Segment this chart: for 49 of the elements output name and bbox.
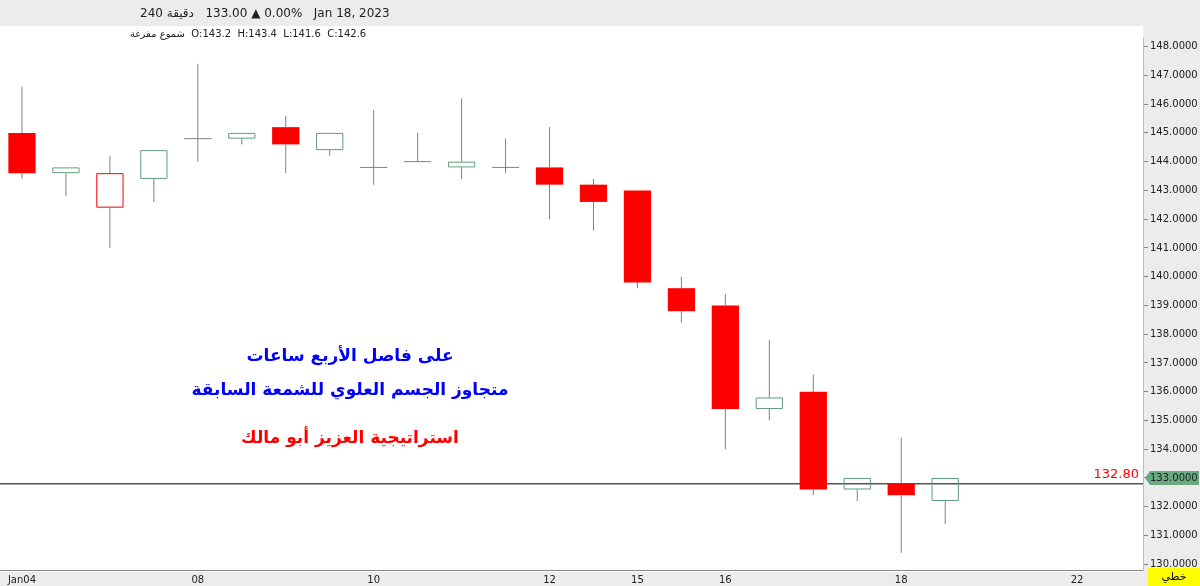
candlestick <box>183 63 212 163</box>
annotation: استراتيجية العزيز أبو مالك <box>240 427 460 447</box>
x-tick-label: 22 <box>1070 573 1084 585</box>
candlestick <box>711 293 739 450</box>
candlestick <box>535 126 564 220</box>
x-tick-label: 08 <box>191 573 205 585</box>
candlestick <box>887 437 915 554</box>
y-tick-label: 139.0000 <box>1150 299 1198 311</box>
candlestick <box>491 138 520 174</box>
x-tick-label: 18 <box>894 573 908 585</box>
ref-line-label: 132.80 <box>1093 465 1139 481</box>
y-tick-label: 144.0000 <box>1150 155 1198 167</box>
annotation: على فاصل الأربع ساعات <box>245 345 455 365</box>
annotation: متجاوز الجسم العلوي للشمعة السابقة <box>190 379 510 399</box>
candlestick <box>447 97 476 180</box>
y-tick-label: 140.0000 <box>1150 270 1198 282</box>
y-tick-label: 141.0000 <box>1150 241 1198 253</box>
y-tick-label: 146.0000 <box>1150 97 1198 109</box>
y-tick-label: 136.0000 <box>1150 385 1198 397</box>
y-tick-label: 142.0000 <box>1150 212 1198 224</box>
x-tick-label: 10 <box>367 573 381 585</box>
candlestick <box>272 115 300 174</box>
y-tick-label: 132.0000 <box>1150 500 1198 512</box>
x-tick-label: 12 <box>543 573 556 585</box>
y-tick-label: 131.0000 <box>1150 529 1198 541</box>
candlestick <box>579 178 608 232</box>
x-tick-label: 16 <box>719 573 732 585</box>
candlestick <box>403 132 432 163</box>
candlestick <box>755 339 783 421</box>
text: خطي <box>1148 568 1200 586</box>
candlestick <box>359 109 388 186</box>
y-tick-label: 138.0000 <box>1150 327 1198 339</box>
candlestick <box>799 373 827 496</box>
candlestick <box>667 276 696 324</box>
candlestick <box>843 477 871 502</box>
y-tick-label: 145.0000 <box>1150 126 1198 138</box>
y-tick-label: 137.0000 <box>1150 356 1198 368</box>
y-tick-label: 134.0000 <box>1150 442 1198 454</box>
y-tick-label: 147.0000 <box>1150 68 1198 80</box>
candlestick <box>623 190 652 289</box>
y-tick-label: 133.0000 <box>1150 471 1198 483</box>
candlestick <box>8 86 36 180</box>
y-tick-label: 148.0000 <box>1150 40 1198 52</box>
candlestick <box>316 132 344 157</box>
y-tick-label: 143.0000 <box>1150 184 1198 195</box>
x-tick-label: 15 <box>631 573 644 585</box>
y-tick-label: 130.0000 <box>1150 557 1198 569</box>
x-tick-label: Jan04 <box>6 573 37 585</box>
y-tick-label: 135.0000 <box>1150 414 1198 426</box>
